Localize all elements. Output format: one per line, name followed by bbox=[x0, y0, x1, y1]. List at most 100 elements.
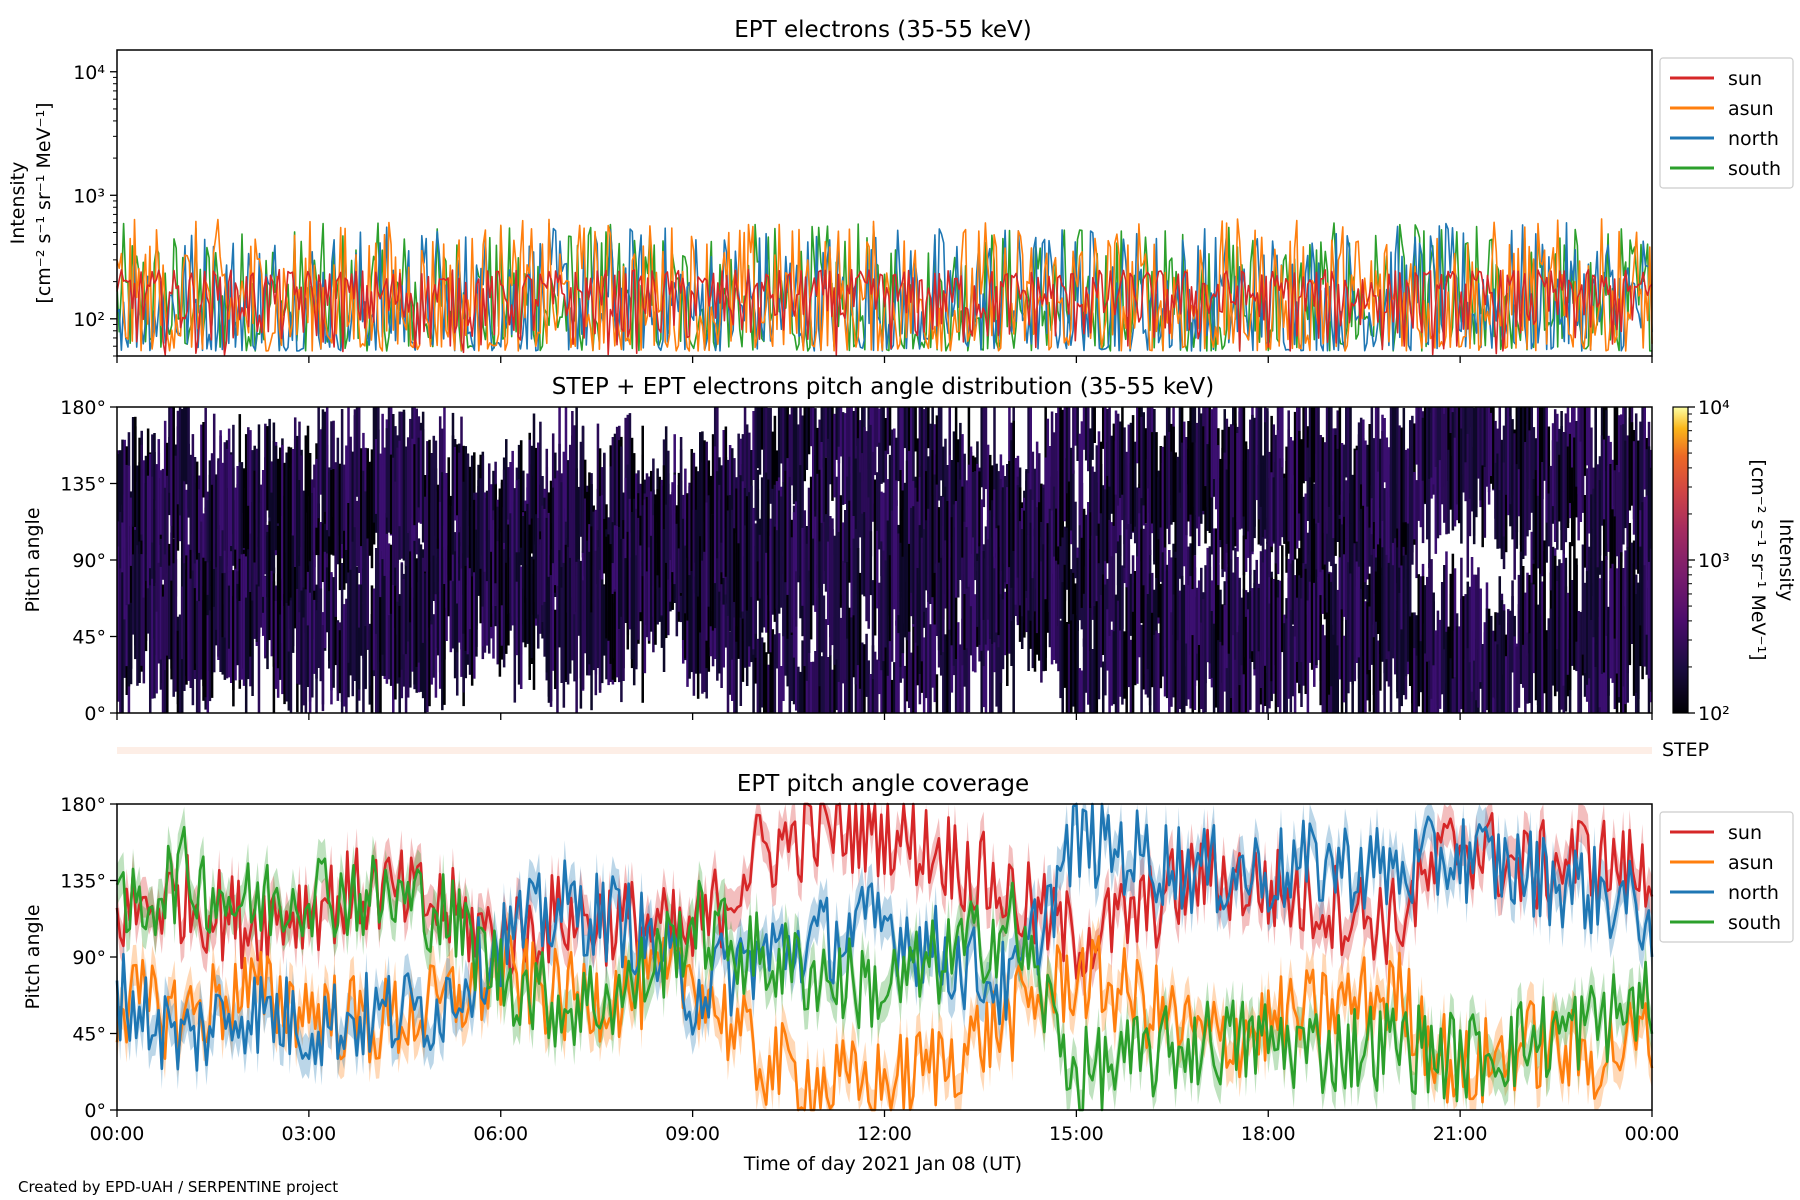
heatmap-cell bbox=[1174, 452, 1177, 552]
heatmap-cell bbox=[984, 407, 988, 489]
heatmap-cell bbox=[1634, 462, 1638, 552]
heatmap-cell bbox=[432, 614, 436, 678]
heatmap-cell bbox=[279, 530, 282, 629]
heatmap-cell bbox=[807, 487, 811, 604]
heatmap-cell bbox=[400, 563, 404, 670]
heatmap-cell bbox=[360, 448, 363, 547]
heatmap-cell bbox=[1038, 453, 1041, 549]
heatmap-cell bbox=[1364, 601, 1367, 713]
heatmap-cell bbox=[1327, 573, 1331, 695]
heatmap-cell bbox=[1519, 407, 1523, 546]
step-strip-label: STEP bbox=[1662, 739, 1709, 761]
heatmap-cell bbox=[176, 410, 180, 505]
heatmap-cell bbox=[880, 541, 883, 671]
heatmap-cell bbox=[332, 577, 335, 688]
heatmap-cell bbox=[362, 602, 365, 713]
heatmap-cell bbox=[1163, 435, 1167, 580]
heatmap-cell bbox=[1182, 421, 1186, 487]
heatmap-cell bbox=[413, 444, 416, 526]
heatmap-cell bbox=[432, 537, 436, 601]
panel1-x-ticks bbox=[116, 356, 1653, 363]
heatmap-cell bbox=[1496, 453, 1499, 549]
heatmap-cell bbox=[942, 446, 945, 527]
heatmap-cell bbox=[952, 504, 956, 649]
heatmap-cell bbox=[641, 505, 644, 577]
heatmap-cell bbox=[1285, 446, 1288, 573]
heatmap-cell bbox=[997, 471, 1001, 551]
heatmap-cell bbox=[430, 620, 433, 685]
heatmap-cell bbox=[200, 532, 203, 680]
heatmap-cell bbox=[1547, 426, 1551, 494]
heatmap-cell bbox=[515, 480, 519, 553]
heatmap-cell bbox=[571, 411, 574, 567]
heatmap-cell bbox=[1602, 439, 1606, 531]
heatmap-cell bbox=[882, 550, 885, 662]
heatmap-cell bbox=[1170, 451, 1173, 525]
heatmap-cell bbox=[244, 434, 248, 557]
heatmap-cell bbox=[1119, 468, 1122, 557]
heatmap-cell bbox=[338, 466, 342, 591]
legend1-south-label: south bbox=[1728, 158, 1781, 180]
heatmap-cell bbox=[1327, 476, 1331, 562]
heatmap-cell bbox=[1121, 407, 1124, 495]
heatmap-cell bbox=[1195, 422, 1199, 529]
heatmap-cell bbox=[988, 598, 992, 713]
heatmap-cell bbox=[157, 453, 161, 552]
heatmap-cell bbox=[1129, 422, 1133, 524]
heatmap-cell bbox=[438, 581, 442, 689]
heatmap-cell bbox=[792, 407, 796, 505]
heatmap-cell bbox=[1057, 407, 1060, 547]
heatmap-cell bbox=[707, 495, 711, 607]
heatmap-cell bbox=[330, 470, 333, 555]
heatmap-cell bbox=[656, 543, 659, 625]
heatmap-cell bbox=[1457, 626, 1461, 713]
heatmap-cell bbox=[443, 407, 446, 548]
heatmap-cell bbox=[1310, 574, 1314, 670]
heatmap-cell bbox=[1579, 407, 1583, 476]
heatmap-cell bbox=[1615, 568, 1619, 674]
heatmap-cell bbox=[980, 499, 983, 619]
heatmap-cell bbox=[485, 490, 489, 582]
heatmap-cell bbox=[875, 407, 879, 447]
heatmap-cell bbox=[185, 489, 188, 589]
heatmap-cell bbox=[136, 596, 139, 686]
heatmap-cell bbox=[784, 598, 787, 676]
heatmap-cell bbox=[198, 489, 201, 553]
heatmap-cell bbox=[1287, 410, 1290, 542]
heatmap-cell bbox=[451, 412, 455, 555]
heatmap-cell bbox=[558, 550, 561, 648]
heatmap-cell bbox=[1242, 460, 1246, 576]
heatmap-cell bbox=[511, 450, 514, 569]
heatmap-cell bbox=[669, 494, 672, 560]
heatmap-cell bbox=[1349, 407, 1352, 524]
heatmap-cell bbox=[1494, 462, 1497, 540]
heatmap-cell bbox=[568, 444, 572, 569]
heatmap-cell bbox=[622, 538, 625, 681]
heatmap-cell bbox=[470, 495, 474, 577]
heatmap-cell bbox=[1133, 583, 1137, 662]
heatmap-cell bbox=[1332, 538, 1335, 667]
heatmap-cell bbox=[976, 463, 979, 554]
heatmap-cell bbox=[605, 536, 608, 639]
heatmap-cell bbox=[1272, 477, 1276, 542]
heatmap-cell bbox=[411, 517, 414, 672]
heatmap-cell bbox=[780, 496, 783, 608]
heatmap-cell bbox=[1340, 524, 1344, 647]
heatmap-cell bbox=[588, 472, 591, 564]
colorbar-tick-label: 10³ bbox=[1698, 550, 1730, 572]
heatmap-cell bbox=[383, 529, 387, 677]
heatmap-cell bbox=[750, 450, 753, 521]
heatmap-cell bbox=[1432, 592, 1435, 666]
heatmap-cell bbox=[172, 407, 175, 539]
heatmap-cell bbox=[1622, 424, 1625, 545]
heatmap-cell bbox=[187, 544, 190, 681]
heatmap-cell bbox=[438, 416, 442, 539]
heatmap-cell bbox=[1428, 418, 1431, 569]
heatmap-cell bbox=[1570, 580, 1574, 666]
heatmap-cell bbox=[296, 435, 299, 589]
heatmap-cell bbox=[1046, 523, 1050, 633]
heatmap-cell bbox=[745, 543, 749, 686]
heatmap-cell bbox=[1178, 407, 1182, 493]
heatmap-cell bbox=[1464, 407, 1467, 463]
heatmap-cell bbox=[1487, 608, 1491, 706]
